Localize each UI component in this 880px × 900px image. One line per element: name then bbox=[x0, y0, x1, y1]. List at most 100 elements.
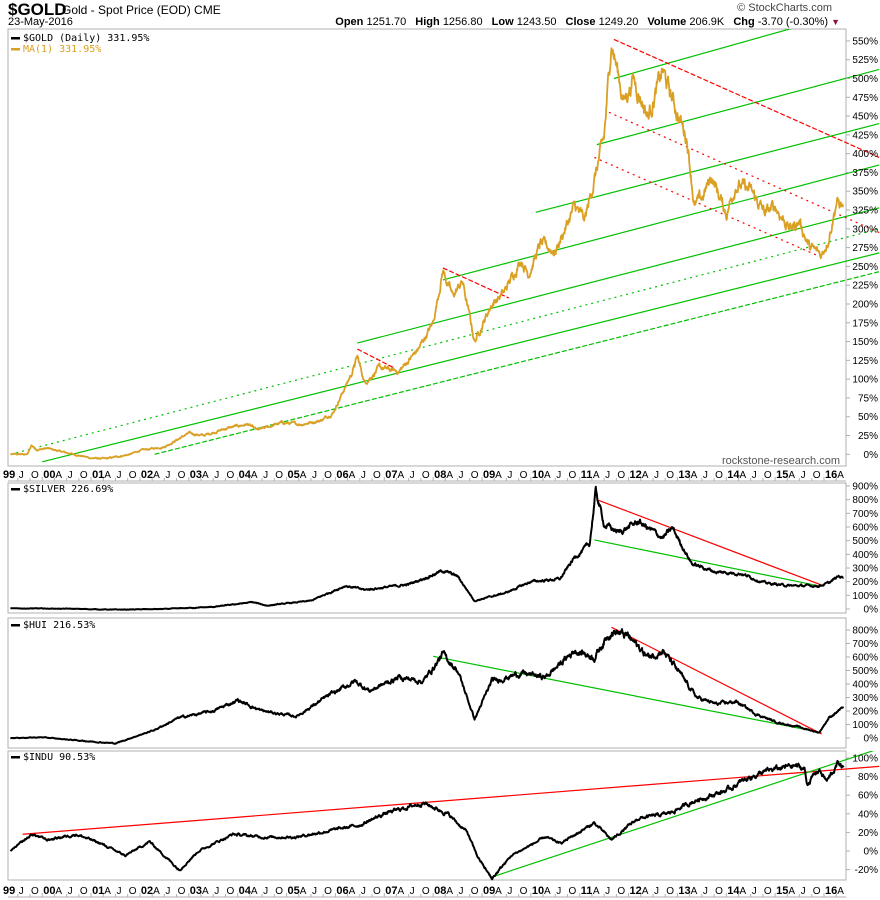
y-tick-label: 100% bbox=[852, 754, 878, 765]
x-tick-month: J bbox=[556, 886, 561, 897]
x-tick-month: A bbox=[740, 470, 747, 481]
x-tick-month: J bbox=[410, 470, 415, 481]
x-tick-month: J bbox=[507, 886, 512, 897]
x-tick-month: O bbox=[178, 470, 186, 481]
y-tick-label: 125% bbox=[852, 356, 878, 367]
x-tick-month: J bbox=[801, 470, 806, 481]
legend-indu-label: $INDU 90.53% bbox=[23, 752, 95, 763]
y-tick-label: 0% bbox=[864, 450, 879, 461]
y-tick-label: 40% bbox=[858, 809, 878, 820]
x-tick-month: J bbox=[654, 470, 659, 481]
x-tick-year: 08 bbox=[434, 885, 446, 897]
x-tick-month: O bbox=[715, 886, 723, 897]
x-tick-month: A bbox=[397, 886, 404, 897]
trendline-silver bbox=[596, 499, 822, 586]
high-label: High bbox=[415, 16, 440, 28]
x-tick-month: A bbox=[55, 470, 62, 481]
x-tick-year: 01 bbox=[92, 469, 104, 481]
legend-ma-label: MA(1) 331.95% bbox=[23, 44, 101, 55]
x-tick-month: A bbox=[691, 886, 698, 897]
x-tick-year: 09 bbox=[483, 885, 495, 897]
x-tick-month: O bbox=[129, 886, 137, 897]
x-tick-month: O bbox=[178, 886, 186, 897]
x-tick-month: J bbox=[752, 886, 757, 897]
x-tick-year: 15 bbox=[776, 469, 788, 481]
x-tick-month: J bbox=[165, 470, 170, 481]
exchange-label: CME bbox=[194, 3, 221, 17]
panel-frame-silver bbox=[7, 482, 847, 614]
x-tick-month: J bbox=[68, 886, 73, 897]
y-tick-label: 100% bbox=[852, 720, 878, 731]
x-tick-year: 10 bbox=[532, 885, 544, 897]
y-tick-label: 275% bbox=[852, 243, 878, 254]
x-tick-year: 04 bbox=[239, 885, 252, 897]
legend-gold: $GOLD (Daily) 331.95% MA(1) 331.95% bbox=[11, 33, 149, 55]
legend-silver: $SILVER 226.69% bbox=[11, 484, 113, 495]
legend-hui: $HUI 216.53% bbox=[11, 620, 95, 631]
x-tick-year: 14 bbox=[727, 885, 740, 897]
y-tick-label: 0% bbox=[864, 847, 879, 858]
y-tick-label: 0% bbox=[864, 734, 879, 745]
x-tick-month: O bbox=[471, 470, 479, 481]
x-tick-month: A bbox=[104, 886, 111, 897]
y-tick-label: 50% bbox=[858, 412, 878, 423]
x-tick-month: A bbox=[349, 470, 356, 481]
x-tick-year: 13 bbox=[678, 469, 690, 481]
x-tick-month: O bbox=[568, 886, 576, 897]
x-tick-month: J bbox=[312, 886, 317, 897]
x-tick-month: O bbox=[226, 470, 234, 481]
x-tick-year: 06 bbox=[336, 885, 348, 897]
x-tick-year: 04 bbox=[239, 469, 252, 481]
x-tick-month: O bbox=[813, 886, 821, 897]
trendline-gold bbox=[154, 271, 880, 455]
x-tick-month: O bbox=[80, 470, 88, 481]
x-tick-month: O bbox=[764, 886, 772, 897]
x-tick-month: O bbox=[324, 470, 332, 481]
x-tick-month: J bbox=[459, 886, 464, 897]
chart-date: 23-May-2016 bbox=[8, 16, 73, 28]
x-tick-month: J bbox=[654, 886, 659, 897]
x-tick-month: J bbox=[703, 886, 708, 897]
volume-value: 206.9K bbox=[689, 16, 725, 28]
x-tick-month: J bbox=[312, 470, 317, 481]
x-tick-year: 12 bbox=[630, 469, 642, 481]
x-tick-month: J bbox=[214, 470, 219, 481]
y-tick-label: 300% bbox=[852, 563, 878, 574]
x-tick-month: O bbox=[813, 470, 821, 481]
x-tick-month: A bbox=[593, 470, 600, 481]
trendline-gold bbox=[357, 348, 395, 369]
trendline-gold bbox=[535, 123, 880, 213]
series-line-hui bbox=[9, 628, 845, 745]
y-tick-label: 400% bbox=[852, 680, 878, 691]
x-tick-month: J bbox=[19, 886, 24, 897]
x-tick-month: O bbox=[31, 886, 39, 897]
x-tick-month: O bbox=[373, 886, 381, 897]
x-tick-month: J bbox=[605, 886, 610, 897]
y-tick-label: 800% bbox=[852, 495, 878, 506]
x-tick-year: 14 bbox=[727, 469, 740, 481]
x-tick-year: 11 bbox=[581, 469, 593, 481]
y-tick-label: 400% bbox=[852, 550, 878, 561]
low-label: Low bbox=[491, 16, 514, 28]
y-tick-label: -20% bbox=[855, 865, 878, 876]
x-tick-month: O bbox=[715, 470, 723, 481]
x-tick-month: A bbox=[788, 470, 795, 481]
x-tick-month: A bbox=[691, 470, 698, 481]
y-tick-label: 500% bbox=[852, 666, 878, 677]
y-tick-label: 500% bbox=[852, 536, 878, 547]
trendline-gold bbox=[442, 164, 880, 281]
x-tick-year: 09 bbox=[483, 469, 495, 481]
x-tick-month: A bbox=[544, 886, 551, 897]
y-tick-label: 400% bbox=[852, 149, 878, 160]
y-tick-label: 80% bbox=[858, 772, 878, 783]
ticker-symbol: $GOLD bbox=[8, 0, 67, 19]
y-tick-label: 700% bbox=[852, 639, 878, 650]
x-tick-year: 06 bbox=[336, 469, 348, 481]
x-tick-month: A bbox=[837, 886, 844, 897]
x-tick-month: O bbox=[520, 886, 528, 897]
x-tick-year: 05 bbox=[288, 885, 300, 897]
axes: 550% 525% 500% 475% 450% 425% 400% 375% 350% 325%… bbox=[3, 36, 879, 898]
x-tick-month: O bbox=[31, 470, 39, 481]
y-tick-label: 300% bbox=[852, 224, 878, 235]
x-tick-month: O bbox=[617, 886, 625, 897]
